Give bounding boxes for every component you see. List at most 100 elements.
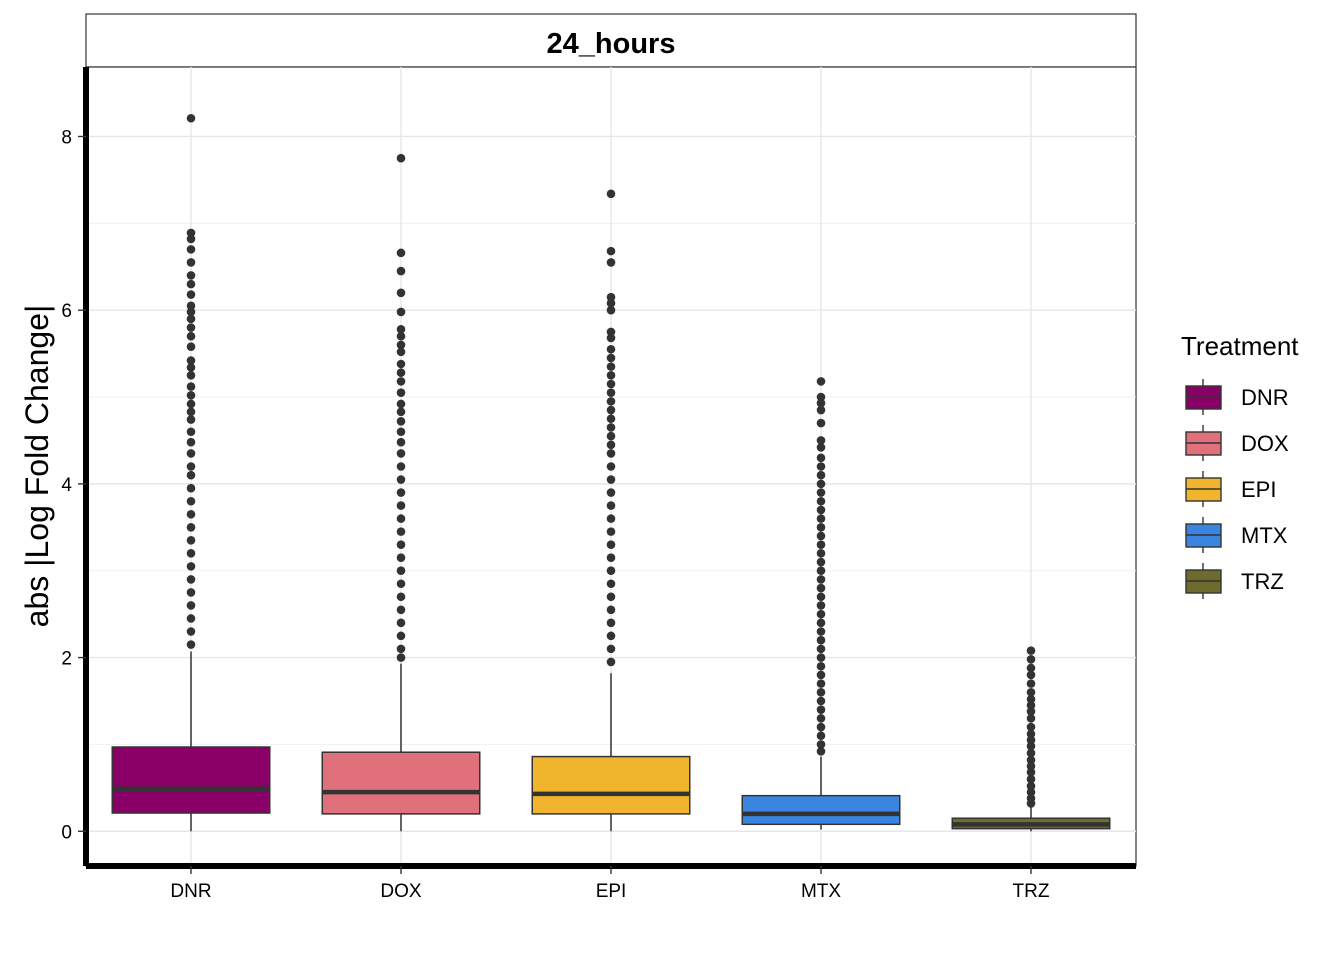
outlier-point [186, 228, 196, 238]
outlier-point [606, 592, 616, 602]
outlier-point [606, 371, 616, 380]
outlier-point [816, 496, 826, 506]
y-tick-label: 2 [61, 649, 72, 670]
outlier-point [396, 331, 406, 341]
outlier-point [1026, 722, 1036, 732]
outlier-point [606, 462, 616, 471]
outlier-point [606, 246, 616, 256]
outlier-point [396, 324, 406, 334]
outlier-point [186, 307, 196, 317]
outlier-point [1026, 735, 1036, 745]
x-tick-label: DNR [170, 881, 211, 902]
outlier-point [186, 407, 196, 417]
outlier-point [816, 609, 826, 619]
outlier-point [396, 605, 406, 615]
outlier-point [1026, 670, 1036, 680]
outlier-point [816, 398, 826, 408]
outlier-point [186, 601, 196, 610]
outlier-point [396, 340, 406, 350]
box-iqr [741, 794, 901, 826]
outlier-point [396, 288, 406, 298]
outlier-point [1026, 781, 1036, 791]
outlier-point [816, 661, 826, 671]
outlier-point [816, 522, 826, 532]
outlier-point [1026, 663, 1036, 673]
outlier-point [396, 592, 406, 602]
outlier-point [186, 323, 196, 332]
outlier-point [186, 509, 196, 519]
outlier-point [396, 399, 406, 409]
outlier-point [816, 635, 826, 645]
outlier-point [186, 314, 196, 324]
legend-label: EPI [1241, 477, 1276, 502]
outlier-point [606, 514, 616, 523]
outlier-point [606, 189, 616, 199]
outlier-point [186, 245, 196, 254]
outlier-point [816, 696, 826, 706]
outlier-point [186, 290, 196, 299]
outlier-point [606, 431, 616, 441]
legend-item-trz: TRZ [1185, 563, 1284, 599]
outlier-point [186, 371, 196, 380]
outlier-point [606, 405, 616, 415]
outlier-point [186, 536, 196, 545]
outlier-point [186, 390, 196, 400]
outlier-point [606, 292, 616, 302]
box-dnr [111, 113, 271, 832]
outlier-point [1026, 748, 1036, 758]
legend-label: DOX [1241, 431, 1289, 456]
outlier-point [396, 417, 406, 426]
outlier-point [396, 514, 406, 523]
outlier-point [816, 488, 826, 497]
outlier-point [816, 540, 826, 549]
outlier-point [186, 271, 196, 280]
outlier-point [186, 470, 196, 480]
outlier-point [606, 579, 616, 589]
outlier-point [186, 588, 196, 597]
outlier-point [816, 747, 826, 756]
outlier-point [1026, 767, 1036, 777]
outlier-point [186, 382, 196, 391]
legend-label: TRZ [1241, 569, 1284, 594]
facet-strip [85, 13, 1137, 68]
outlier-point [816, 722, 826, 732]
outlier-point [396, 653, 406, 662]
outlier-point [816, 392, 826, 402]
legend-item-mtx: MTX [1185, 517, 1288, 553]
outlier-point [396, 437, 406, 447]
outlier-point [816, 531, 826, 541]
outlier-point [816, 740, 826, 749]
outlier-point [396, 347, 406, 357]
outlier-point [396, 462, 406, 471]
x-tick-label: EPI [596, 881, 627, 902]
outlier-point [606, 327, 616, 337]
outlier-point [606, 362, 616, 371]
outlier-point [606, 475, 616, 484]
outlier-point [606, 605, 616, 615]
outlier-point [606, 305, 616, 315]
outlier-point [186, 301, 196, 311]
outlier-point [816, 714, 826, 723]
outlier-point [606, 644, 616, 654]
outlier-point [186, 363, 196, 372]
outlier-point [606, 423, 616, 432]
outlier-point [1026, 741, 1036, 751]
outlier-point [816, 688, 826, 697]
outlier-point [606, 553, 616, 562]
outlier-point [816, 670, 826, 680]
outlier-point [396, 307, 406, 317]
outlier-point [606, 440, 616, 450]
outlier-point [186, 549, 196, 558]
outlier-point [606, 566, 616, 576]
outlier-point [606, 501, 616, 510]
legend: DNR DOX EPI MTX TRZ [1185, 379, 1289, 599]
y-axis-ticks: 0 2 4 6 8 [61, 127, 86, 843]
outlier-point [396, 475, 406, 484]
outlier-point [606, 449, 616, 458]
x-tick-label: TRZ [1013, 881, 1050, 902]
outlier-point [606, 353, 616, 363]
outlier-point [816, 418, 826, 428]
outlier-point [396, 631, 406, 641]
outlier-point [396, 527, 406, 536]
outlier-point [1026, 755, 1036, 765]
